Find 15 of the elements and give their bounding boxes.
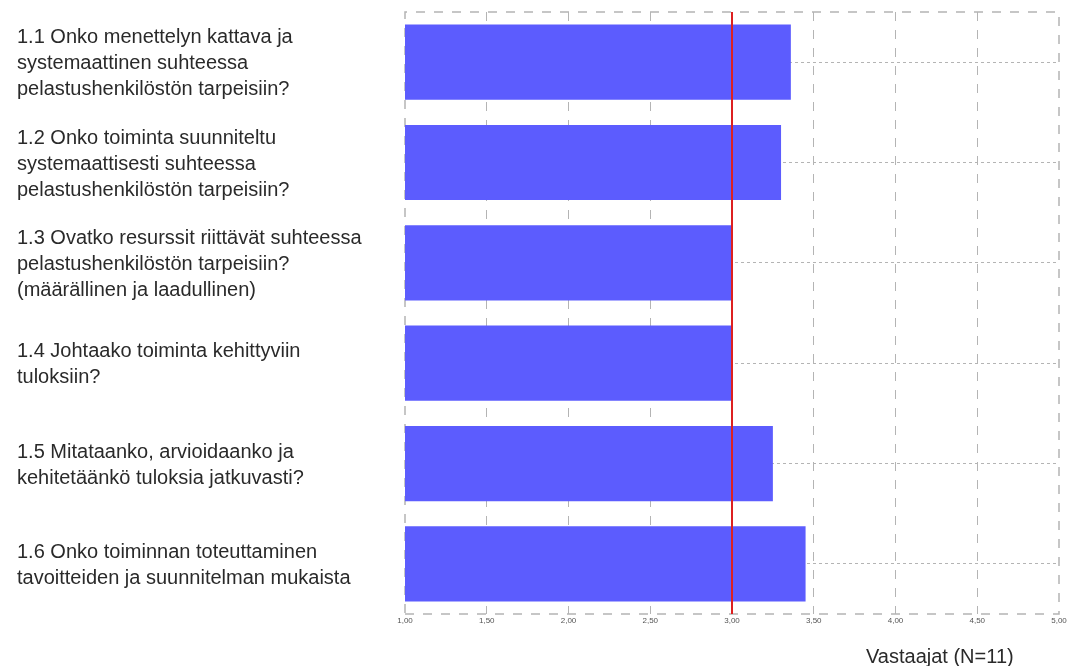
y-tick-label: 1.2 Onko toiminta suunniteltu systemaattisesti suhteessa pelastushenkilöstön tarpeisiin? (17, 126, 290, 200)
x-tick-label: 3,00 (724, 616, 741, 625)
y-tick-label: 1.4 Johtaako toiminta kehittyviin tuloksiin? (17, 339, 301, 387)
y-tick-label: 1.3 Ovatko resurssit riittävät suhteessa pelastushenkilöstön tarpeisiin? (määrällinen ja laadullinen) (17, 226, 363, 300)
y-tick-label: 1.1 Onko menettelyn kattava ja systemaattinen suhteessa pelastushenkilöstön tarpeisiin? (17, 25, 294, 99)
y-tick-label: 1.5 Mitataanko, arvioidaanko ja kehitetäänkö tuloksia jatkuvasti? (17, 440, 304, 488)
x-tick-label: 1,00 (397, 616, 414, 625)
x-tick-label: 4,50 (969, 616, 986, 625)
x-tick-label: 2,50 (642, 616, 659, 625)
x-tick-label: 1,50 (478, 616, 496, 625)
x-tick-label: 4,00 (887, 616, 904, 625)
y-tick-label: 1.6 Onko toiminnan toteuttaminen tavoitteiden ja suunnitelman mukaista (17, 540, 352, 588)
x-tick-label: 2,00 (560, 616, 577, 625)
x-tick-label: 5,00 (1051, 616, 1068, 625)
x-tick-label: 3,50 (805, 616, 823, 625)
